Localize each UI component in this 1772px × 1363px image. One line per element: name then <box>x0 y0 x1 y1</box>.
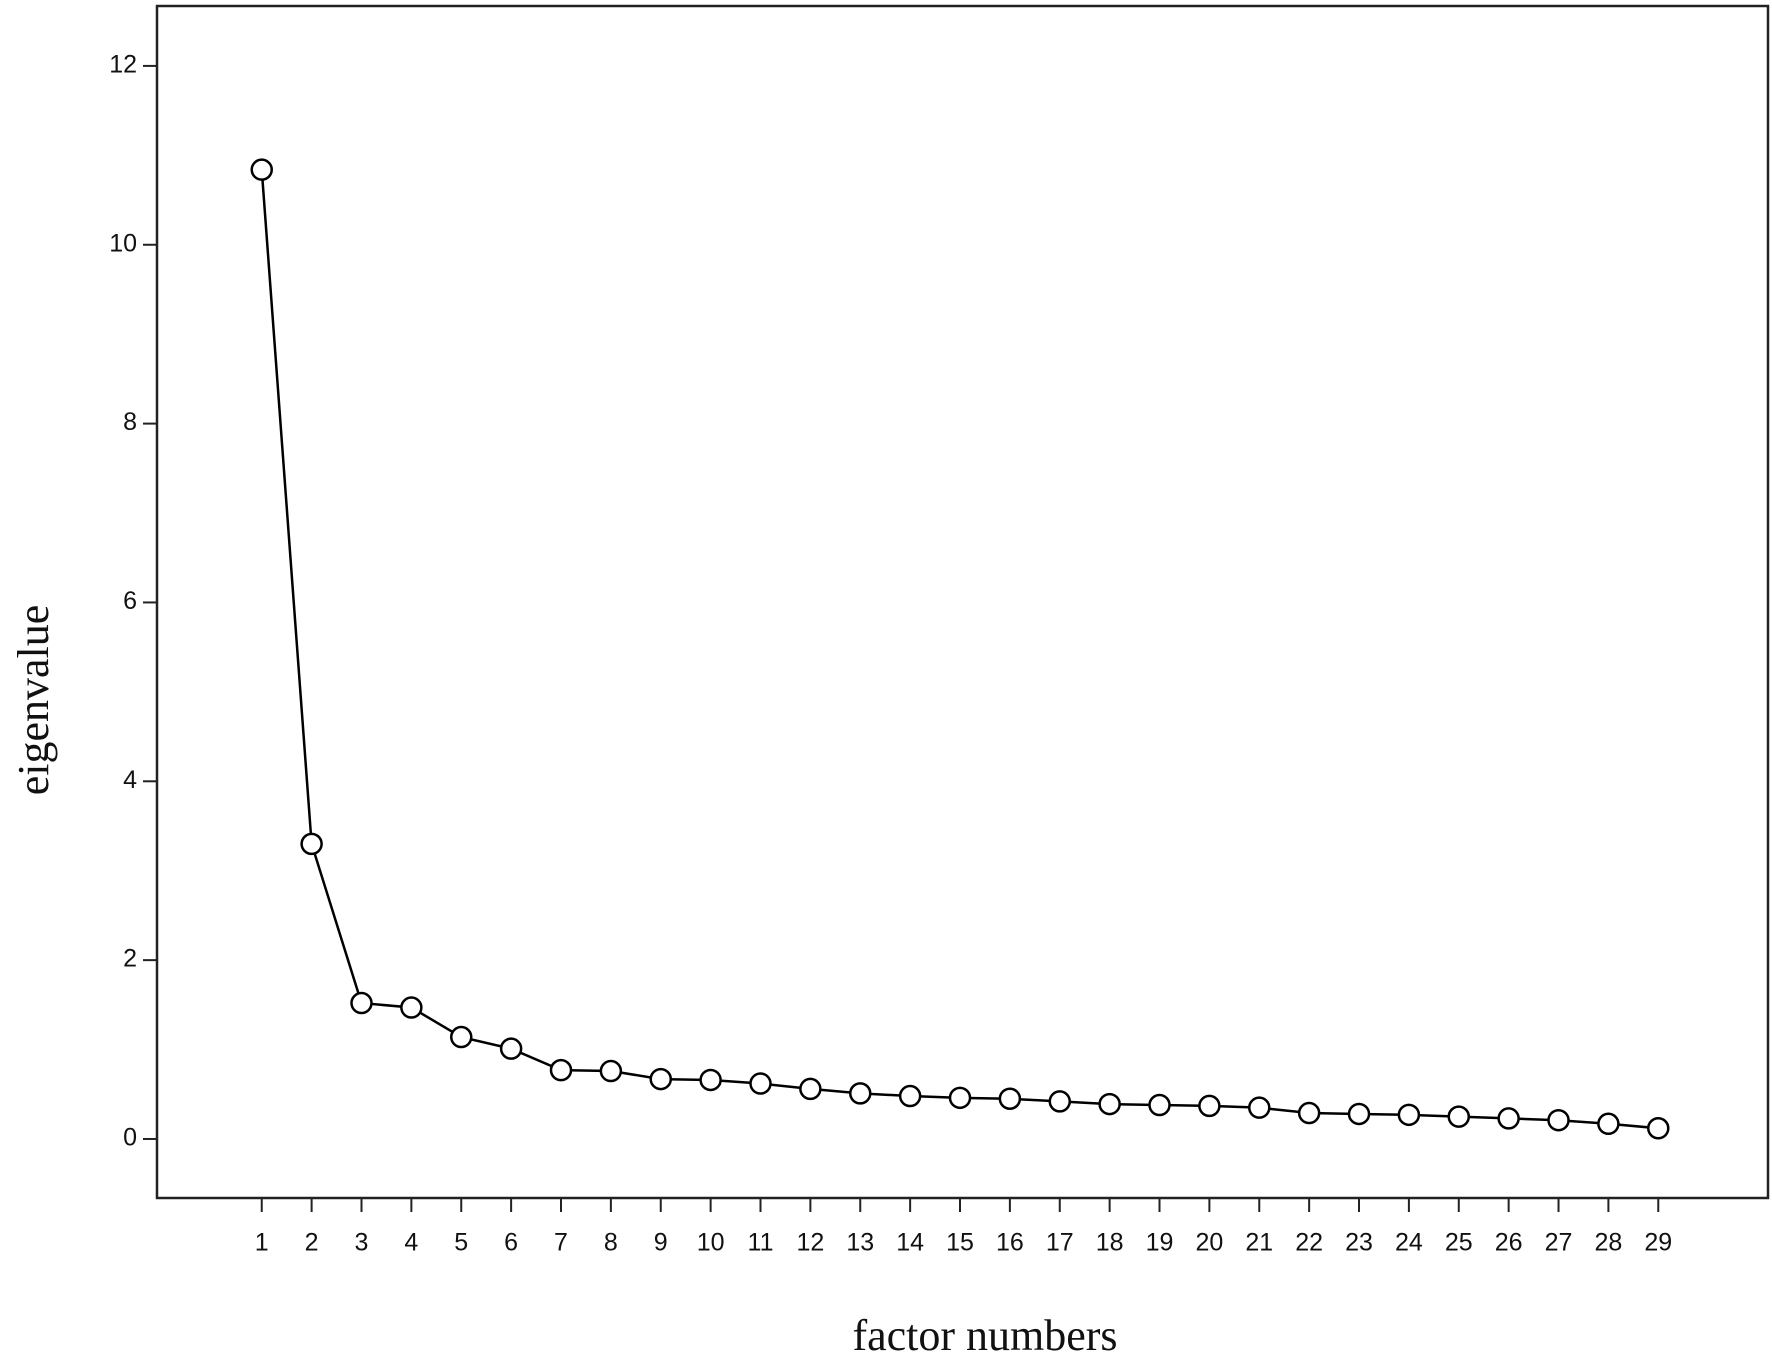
marker <box>300 832 323 856</box>
marker <box>1397 1103 1421 1127</box>
marker <box>1597 1112 1620 1136</box>
marker <box>1198 1094 1221 1118</box>
x-tick-label: 7 <box>554 1229 568 1257</box>
x-axis-title: factor numbers <box>852 1311 1117 1360</box>
y-tick-label: 12 <box>109 51 137 79</box>
y-tick-label: 10 <box>109 229 137 257</box>
x-tick-label: 4 <box>404 1229 418 1257</box>
plot-frame <box>155 4 1770 1200</box>
x-tick-label: 27 <box>1545 1229 1573 1257</box>
x-tick-label: 2 <box>305 1229 319 1257</box>
marker <box>449 1025 473 1049</box>
x-tick-label: 19 <box>1146 1229 1174 1257</box>
marker <box>499 1037 523 1060</box>
marker <box>849 1082 872 1105</box>
marker <box>948 1086 972 1110</box>
y-axis-title: eigenvalue <box>9 605 58 796</box>
marker <box>1048 1090 1072 1113</box>
marker <box>250 158 273 181</box>
x-tick-label: 23 <box>1345 1229 1373 1257</box>
x-tick-label: 24 <box>1395 1229 1423 1257</box>
x-tick-label: 1 <box>255 1229 269 1257</box>
marker <box>998 1087 1022 1110</box>
x-tick-label: 16 <box>996 1229 1024 1257</box>
x-tick-label: 14 <box>896 1229 924 1257</box>
line <box>260 169 1659 1130</box>
marker <box>1347 1102 1371 1126</box>
marker <box>649 1067 672 1091</box>
x-tick-label: 9 <box>654 1229 668 1257</box>
y-tick-label: 0 <box>123 1124 137 1152</box>
x-tick-label: 15 <box>946 1229 974 1257</box>
marker <box>1447 1105 1471 1128</box>
x-tick-label: 3 <box>355 1229 369 1257</box>
x-tick-label: 12 <box>796 1229 824 1257</box>
x-tick-label: 28 <box>1594 1229 1622 1257</box>
marker <box>1547 1108 1570 1132</box>
marker <box>898 1084 922 1108</box>
x-tick-label: 21 <box>1245 1229 1273 1257</box>
marker <box>1248 1096 1271 1119</box>
x-tick-label: 10 <box>697 1229 725 1257</box>
marker <box>699 1068 722 1092</box>
y-tick-label: 2 <box>123 945 137 973</box>
y-tick-label: 6 <box>123 587 137 615</box>
marker <box>599 1059 623 1083</box>
y-tick-label: 4 <box>123 766 137 794</box>
x-tick-label: 13 <box>846 1229 874 1257</box>
x-tick-label: 25 <box>1445 1229 1473 1257</box>
x-tick-label: 22 <box>1295 1229 1323 1257</box>
x-tick-label: 18 <box>1096 1229 1124 1257</box>
x-tick-label: 26 <box>1495 1229 1523 1257</box>
x-tick-label: 17 <box>1046 1229 1074 1257</box>
marker <box>1148 1093 1171 1117</box>
marker <box>1647 1117 1670 1140</box>
y-tick-label: 8 <box>123 408 137 436</box>
x-tick-label: 8 <box>604 1229 618 1257</box>
x-tick-label: 29 <box>1644 1229 1672 1257</box>
marker <box>1297 1101 1321 1125</box>
marker <box>400 996 423 1019</box>
x-tick-label: 11 <box>748 1229 774 1257</box>
marker <box>350 991 373 1015</box>
marker <box>1497 1107 1520 1130</box>
marker <box>749 1072 772 1095</box>
marker <box>1098 1092 1121 1116</box>
marker <box>549 1058 573 1082</box>
x-tick-label: 5 <box>454 1229 468 1257</box>
x-tick-label: 6 <box>504 1229 518 1257</box>
marker <box>799 1077 822 1101</box>
x-tick-label: 20 <box>1195 1229 1223 1257</box>
